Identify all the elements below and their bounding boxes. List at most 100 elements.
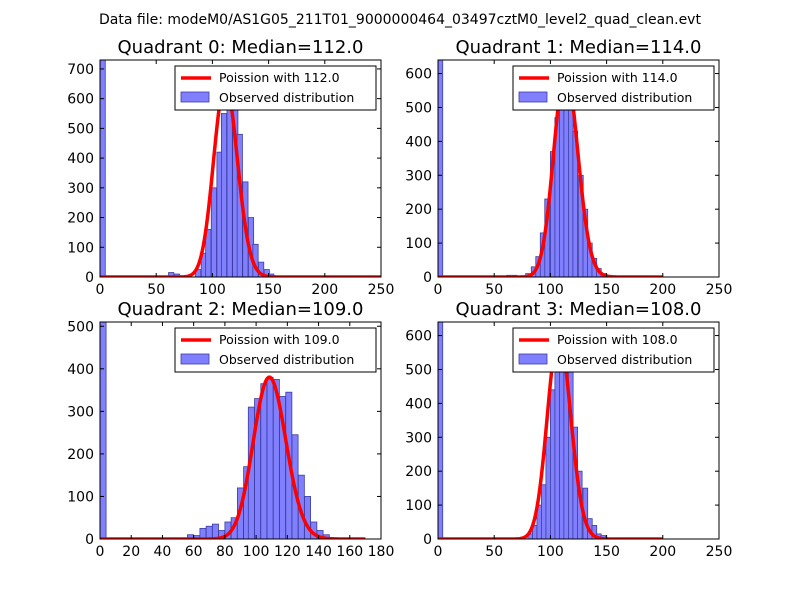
quadrant-0-legend-bars-label: Observed distribution [219,90,354,105]
quadrant-2-bar-0 [100,322,107,539]
quadrant-1-ytick-label-2: 200 [405,202,432,218]
quadrant-1-xtick-label-2: 100 [537,282,564,298]
quadrant-0-bar-6 [210,187,217,277]
quadrant-1-ytick-label-0: 0 [423,270,432,286]
quadrant-2-bar-13 [260,383,268,539]
quadrant-1-panel: Quadrant 1: Median=114.0 0 50 100 150 200 250 0… [405,37,732,298]
quadrant-3-panel: Quadrant 3: Median=108.0 0 50 100 150 200 250 0… [405,299,732,560]
quadrant-2-xtick-label-6: 120 [274,544,301,560]
quadrant-3-poisson-curve [438,333,664,539]
quadrant-0-ytick-label-4: 400 [67,151,94,167]
quadrant-2-legend-bars-swatch [180,353,210,365]
quadrant-3-ytick-label-4: 400 [405,396,432,412]
quadrant-3-ytick-label-2: 200 [405,464,432,480]
quadrant-2-xtick-label-3: 60 [185,544,203,560]
quadrant-0-xtick-label-1: 50 [147,282,165,298]
quadrant-2-ytick-label-0: 0 [85,532,94,548]
quadrant-3-bar-7 [554,362,561,539]
quadrant-0-xtick-label-4: 200 [311,282,338,298]
quadrant-3-ytick-label-3: 300 [405,430,432,446]
quadrant-1-bar-12 [567,103,574,277]
figure-suptitle: Data file: modeM0/AS1G05_211T01_90000004… [99,12,701,28]
quadrant-0-xtick-label-0: 0 [96,282,105,298]
quadrant-0-ytick-label-6: 600 [67,92,94,108]
quadrant-3-ytick-label-5: 500 [405,362,432,378]
quadrant-2-ytick-label-1: 100 [67,489,94,505]
quadrant-2-ytick-label-3: 300 [67,404,94,420]
quadrant-3-bar-4 [541,484,547,539]
quadrant-0-ytick-label-0: 0 [85,270,94,286]
quadrant-1-xtick-label-5: 250 [706,282,733,298]
quadrant-0-bar-0 [100,60,106,277]
quadrant-2-axes-frame [99,321,382,540]
quadrant-0-legend-bars-swatch [180,91,210,103]
quadrant-1-ytick-label-3: 300 [405,168,432,184]
quadrant-2-legend-box [174,327,377,373]
quadrant-1-ytick-label-6: 600 [405,67,432,83]
quadrant-2-xtick-label-2: 40 [154,544,172,560]
quadrant-1-ytick-label-1: 100 [405,236,432,252]
quadrant-2-xtick-label-0: 0 [96,544,105,560]
quadrant-2-xtick-label-5: 100 [243,544,270,560]
quadrant-3-ytick-label-0: 0 [423,532,432,548]
quadrant-0-xtick-label-3: 150 [255,282,282,298]
quadrant-3-ytick-label-6: 600 [405,329,432,345]
quadrant-3-xtick-label-4: 200 [649,544,676,560]
quadrant-3-legend-bars-swatch [518,353,548,365]
quadrant-3-legend-bars-label: Observed distribution [557,352,692,367]
quadrant-2-bar-4 [205,525,213,539]
quadrant-2-plot-area [100,322,366,539]
quadrant-0-xtick-label-5: 250 [368,282,395,298]
quadrant-3-bar-6 [550,389,556,539]
quadrant-2-xtick-label-7: 140 [305,544,332,560]
quadrant-0-bar-8 [220,113,228,277]
quadrant-1-bar-0 [438,60,444,277]
quadrant-1-legend-bars-label: Observed distribution [557,90,692,105]
quadrant-2-xtick-label-9: 180 [368,544,395,560]
quadrant-3-legend-curve-label: Poission with 108.0 [557,332,678,347]
quadrant-0-xtick-label-2: 100 [199,282,226,298]
quadrant-1-axes-frame [437,59,720,278]
quadrant-0-legend-box [174,65,377,111]
quadrant-1-legend-bars-swatch [518,91,548,103]
quadrant-1-legend-box [512,65,715,111]
quadrant-0-ytick-label-1: 100 [67,240,94,256]
quadrant-3-legend-box [512,327,715,373]
quadrant-1-legend: Poission with 114.0 Observed distribution [512,65,715,111]
quadrant-2-ytick-label-2: 200 [67,447,94,463]
quadrant-0-axes-frame [99,59,382,278]
quadrant-2-legend-bars-label: Observed distribution [219,352,354,367]
quadrant-0-poisson-curve [100,82,381,277]
quadrant-2-legend-curve-label: Poission with 109.0 [219,332,340,347]
quadrant-2-bar-20 [304,496,311,539]
quadrant-1-ytick-label-5: 500 [405,100,432,116]
quadrant-1-ytick-label-4: 400 [405,134,432,150]
quadrant-3-plot-area [438,322,664,539]
quadrant-3-xtick-label-3: 150 [593,544,620,560]
quadrant-0-ytick-label-7: 700 [67,62,94,78]
quadrant-3-bar-5 [545,436,552,539]
quadrant-2-ytick-label-5: 500 [67,319,94,335]
quadrant-2-title: Quadrant 2: Median=109.0 [118,299,364,320]
quadrant-2-xtick-label-4: 80 [216,544,234,560]
quadrant-0-title: Quadrant 0: Median=112.0 [118,37,364,58]
quadrant-0-legend-curve-label: Poission with 112.0 [219,70,340,85]
quadrant-3-xtick-label-0: 0 [434,544,443,560]
quadrant-1-title: Quadrant 1: Median=114.0 [456,37,702,58]
quadrant-3-xtick-label-1: 50 [485,544,503,560]
quadrant-0-legend: Poission with 112.0 Observed distribution [174,65,377,111]
quadrant-0-panel: Quadrant 0: Median=112.0 0 50 100 150 200 250 0… [67,37,394,298]
quadrant-0-plot-area [100,60,381,277]
quadrant-1-xtick-label-0: 0 [434,282,443,298]
quadrant-2-bar-14 [266,376,274,539]
quadrant-3-bar-0 [438,322,444,539]
quadrant-2-ytick-label-4: 400 [67,362,94,378]
quadrant-3-axes-frame [437,321,720,540]
quadrant-1-xtick-label-3: 150 [593,282,620,298]
quadrant-2-poisson-curve [100,375,366,539]
quadrant-2-xtick-label-1: 20 [122,544,140,560]
quadrant-0-ytick-label-2: 200 [67,211,94,227]
quadrant-3-xtick-label-2: 100 [537,544,564,560]
quadrant-2-legend: Poission with 109.0 Observed distribution [174,327,377,373]
